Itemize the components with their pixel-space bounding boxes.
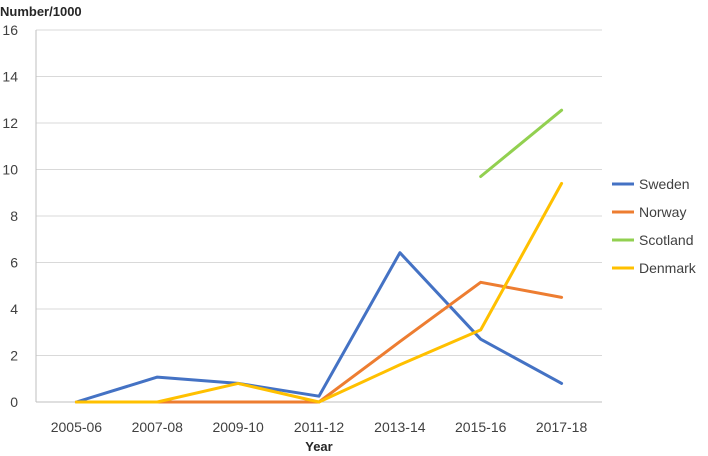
x-tick-label: 2017-18 bbox=[536, 419, 588, 435]
y-tick-label: 12 bbox=[2, 115, 18, 131]
y-tick-label: 16 bbox=[2, 22, 18, 38]
series-line-scotland bbox=[479, 108, 564, 178]
y-tick-label: 2 bbox=[10, 348, 18, 364]
y-tick-label: 8 bbox=[10, 208, 18, 224]
legend-label-norway: Norway bbox=[639, 204, 686, 220]
y-tick-label: 10 bbox=[2, 162, 18, 178]
x-tick-label: 2013-14 bbox=[374, 419, 426, 435]
legend-label-scotland: Scotland bbox=[639, 232, 693, 248]
series-lines bbox=[74, 108, 564, 404]
y-tick-label: 6 bbox=[10, 255, 18, 271]
x-tick-label: 2005-06 bbox=[51, 419, 103, 435]
y-tick-label: 14 bbox=[2, 69, 18, 85]
legend-label-denmark: Denmark bbox=[639, 260, 697, 276]
legend: Sweden Norway Scotland Denmark bbox=[612, 176, 697, 276]
x-tick-label: 2007-08 bbox=[132, 419, 184, 435]
y-tick-label: 0 bbox=[10, 394, 18, 410]
gridlines bbox=[35, 29, 602, 403]
x-axis-ticks: 2005-06 2007-08 2009-10 2011-12 2013-14 2015-… bbox=[51, 419, 588, 435]
x-axis-title: Year bbox=[305, 439, 332, 454]
legend-label-sweden: Sweden bbox=[639, 176, 690, 192]
y-axis-ticks: 0 2 4 6 8 10 12 14 16 bbox=[2, 22, 18, 410]
x-tick-label: 2015-16 bbox=[455, 419, 507, 435]
x-tick-label: 2011-12 bbox=[294, 419, 345, 435]
series-line-sweden bbox=[74, 251, 564, 404]
series-line-denmark bbox=[74, 181, 564, 404]
y-axis-title: Number/1000 bbox=[0, 4, 82, 19]
y-tick-label: 4 bbox=[10, 301, 18, 317]
x-tick-label: 2009-10 bbox=[212, 419, 264, 435]
